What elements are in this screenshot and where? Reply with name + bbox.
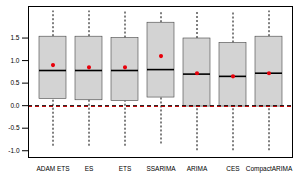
svg-text:1.0: 1.0 [10, 57, 19, 64]
svg-text:0.0: 0.0 [10, 102, 19, 109]
svg-text:SSARIMA: SSARIMA [146, 165, 176, 172]
svg-text:CompactARIMA: CompactARIMA [246, 165, 293, 173]
svg-text:ADAM ETS: ADAM ETS [36, 165, 70, 172]
svg-text:0.5: 0.5 [10, 79, 19, 86]
svg-text:1.5: 1.5 [10, 34, 19, 41]
svg-text:ES: ES [85, 165, 94, 172]
svg-text:CES: CES [226, 165, 240, 172]
svg-text:ETS: ETS [119, 165, 132, 172]
svg-text:ARIMA: ARIMA [187, 165, 208, 172]
svg-text:-0.5: -0.5 [8, 124, 20, 131]
svg-text:-1.0: -1.0 [8, 147, 20, 154]
